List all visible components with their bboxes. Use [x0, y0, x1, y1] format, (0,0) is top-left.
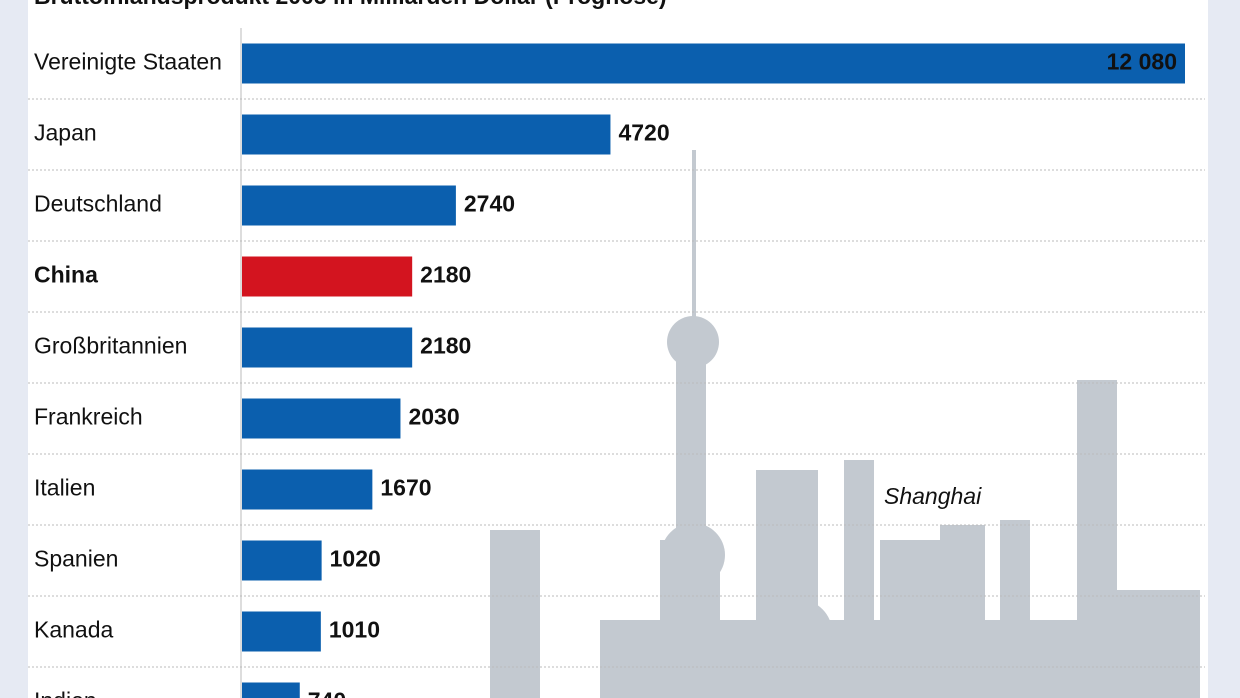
bar [242, 540, 322, 581]
value-label: 1010 [329, 617, 380, 643]
bar [242, 327, 413, 368]
skyline [490, 150, 1200, 698]
bar [242, 43, 1185, 84]
value-label: 2180 [420, 262, 471, 288]
value-label: 12 080 [1107, 49, 1177, 75]
value-label: 1020 [330, 546, 381, 572]
category-label: Deutschland [34, 191, 162, 217]
value-label: 4720 [618, 120, 669, 146]
category-label: Indien [34, 688, 97, 698]
value-label: 1670 [380, 475, 431, 501]
annotation: Shanghai [884, 483, 982, 509]
category-label: Großbritannien [34, 333, 187, 359]
chart-title: Bruttoinlandsprodukt 2005 in Milliarden … [34, 0, 667, 9]
value-label: 2180 [420, 333, 471, 359]
value-label: 2030 [408, 404, 459, 430]
bar [242, 256, 413, 297]
category-label: Kanada [34, 617, 114, 643]
bar [242, 185, 456, 226]
value-label: 740 [308, 688, 346, 698]
panel [28, 0, 1208, 698]
bar [242, 114, 611, 155]
bar [242, 611, 321, 652]
category-label: Vereinigte Staaten [34, 49, 222, 75]
category-label: Japan [34, 120, 97, 146]
bar [242, 682, 300, 698]
value-label: 2740 [464, 191, 515, 217]
bar [242, 398, 401, 439]
category-label: Frankreich [34, 404, 143, 430]
bar [242, 469, 373, 510]
category-label: China [34, 262, 98, 288]
category-label: Italien [34, 475, 95, 501]
category-label: Spanien [34, 546, 118, 572]
